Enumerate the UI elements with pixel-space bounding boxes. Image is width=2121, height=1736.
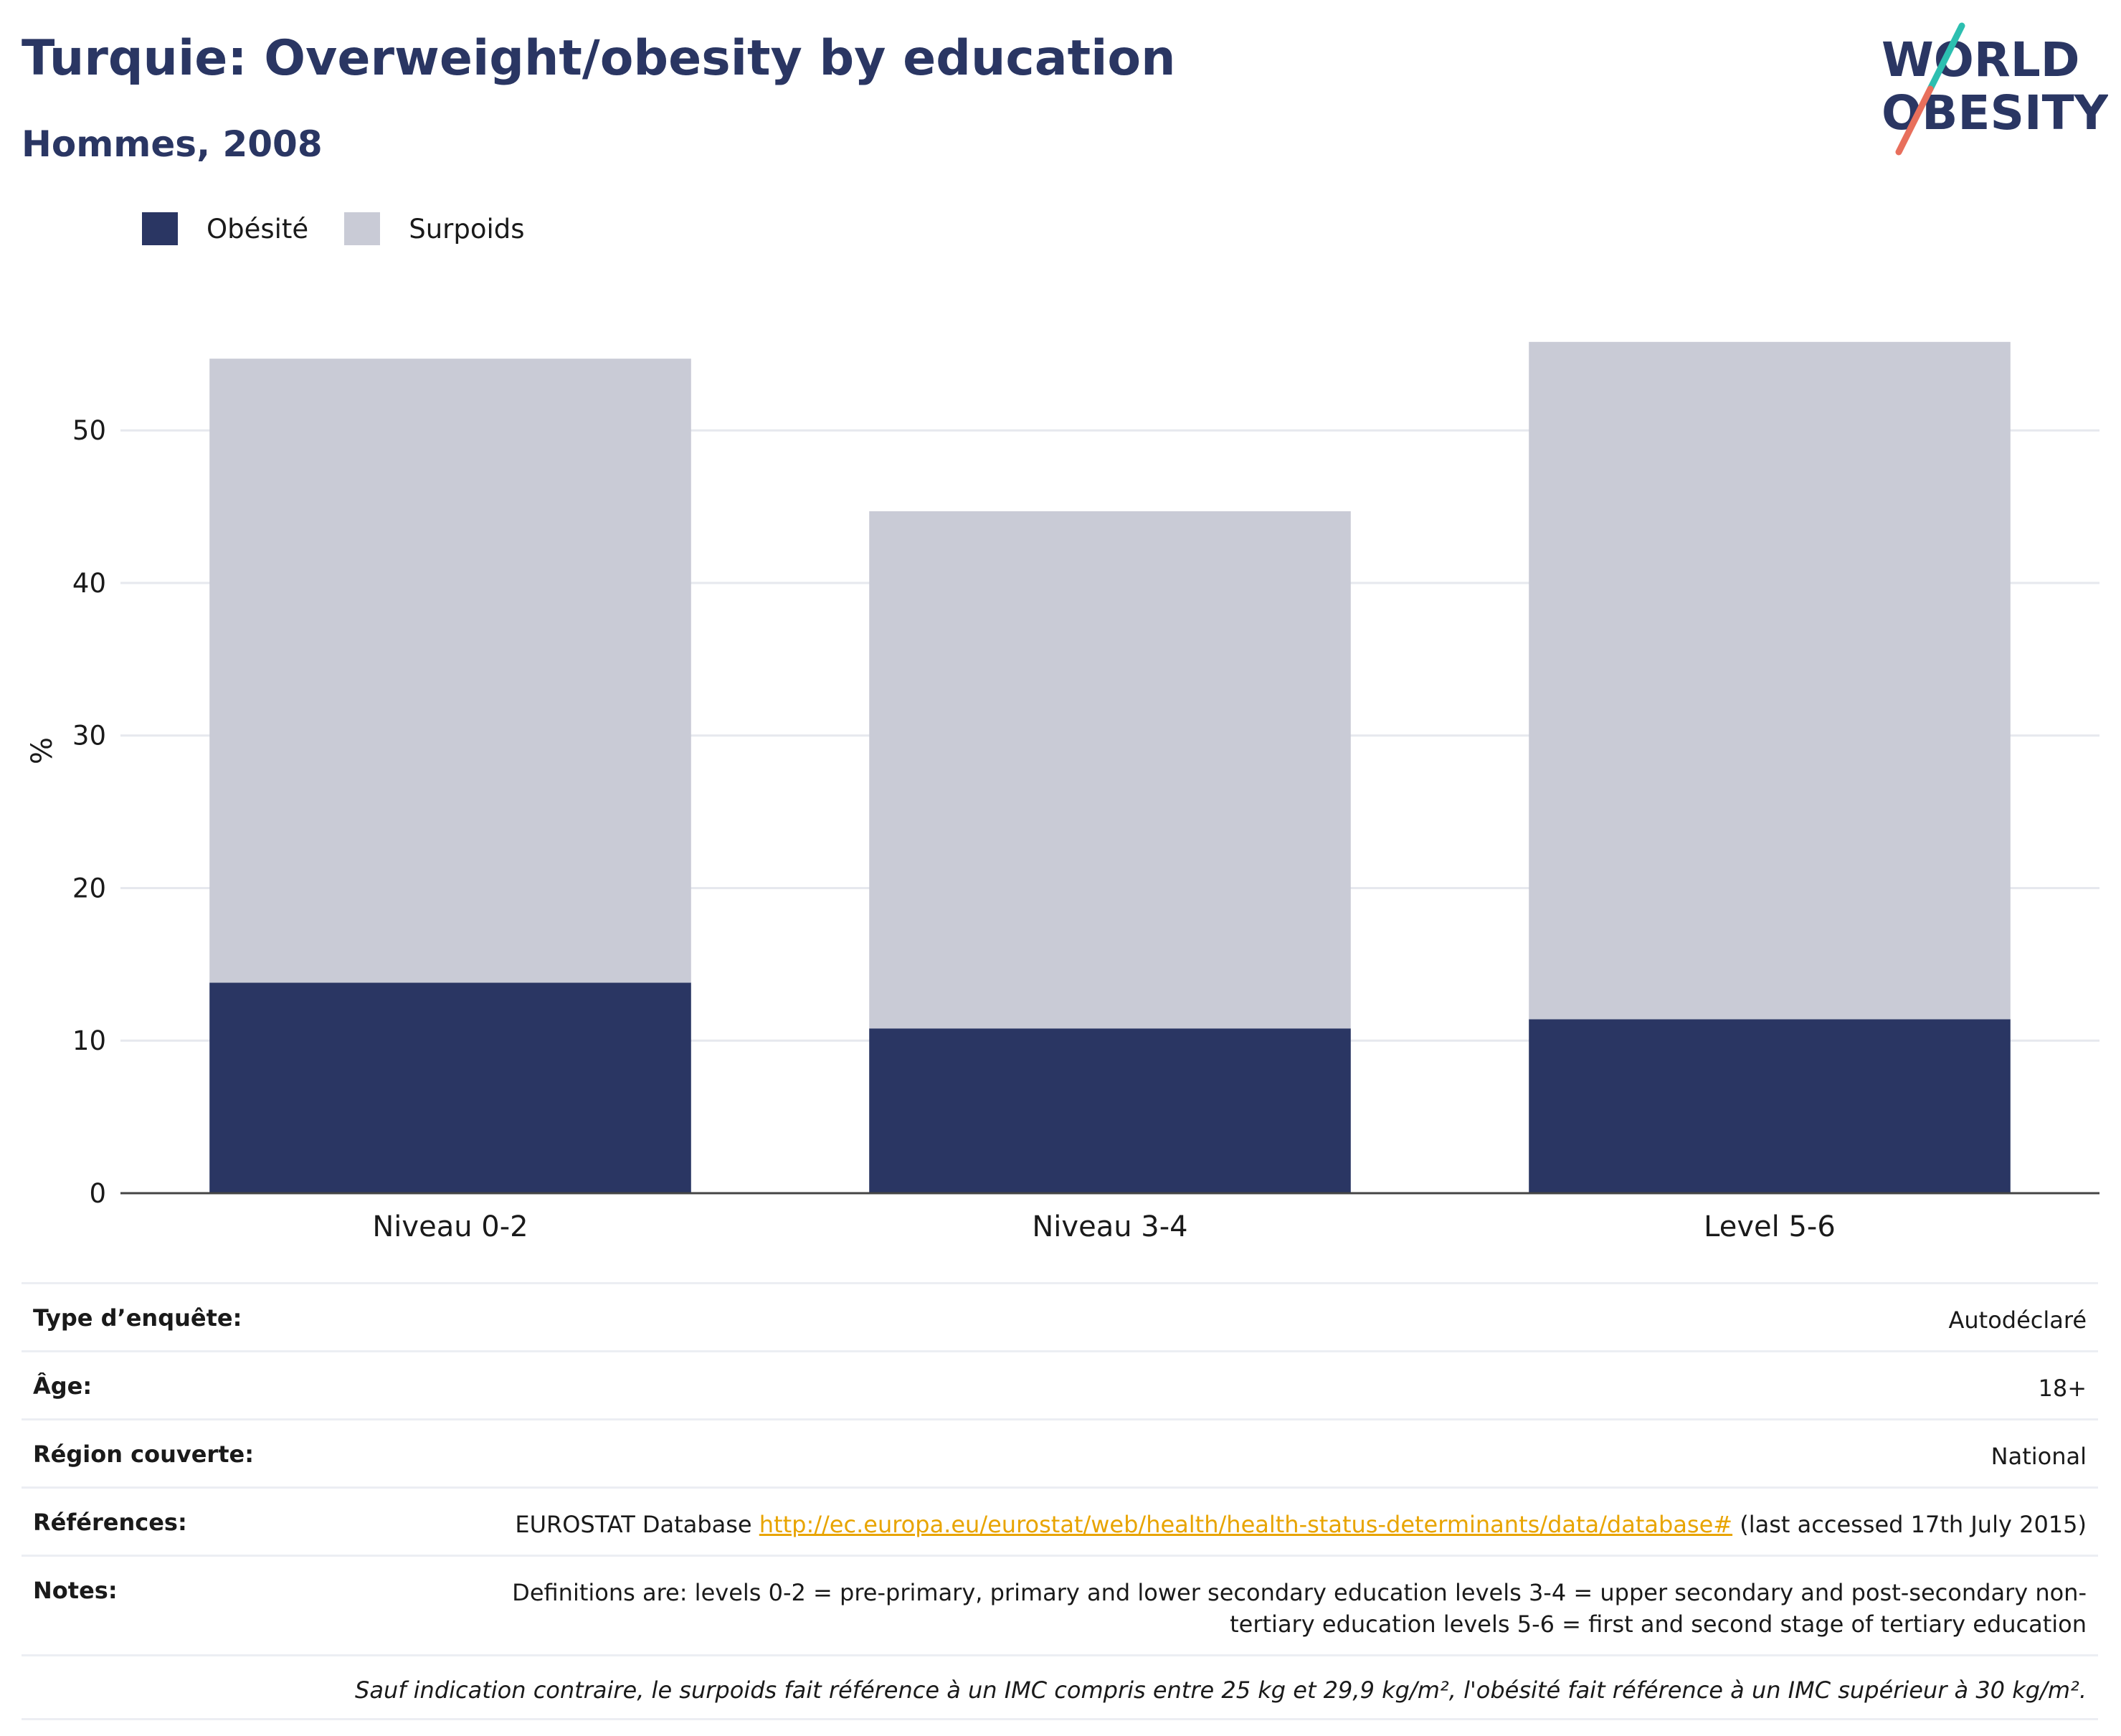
y-tick-label-10: 10 <box>72 1025 106 1056</box>
meta-value-notes: Definitions are: levels 0-2 = pre-primar… <box>512 1579 2087 1638</box>
definition-footnote: Sauf indication contraire, le surpoids f… <box>22 1654 2098 1720</box>
survey-info-table: Type d’enquête: Autodéclaré Âge: 18+ Rég… <box>22 1282 2098 1720</box>
bar-surpoids-level-5-6 <box>1529 341 2011 1020</box>
legend-item-obesity[interactable]: Obésité <box>142 212 308 245</box>
legend-swatch-overweight <box>344 212 381 245</box>
legend-label-obesity: Obésité <box>207 213 309 245</box>
references-link[interactable]: http://ec.europa.eu/eurostat/web/health/… <box>759 1511 1733 1538</box>
meta-row-survey-type: Type d’enquête: Autodéclaré <box>22 1282 2098 1350</box>
meta-label-region: Région couverte: <box>33 1441 254 1468</box>
meta-value-references: EUROSTAT Database http://ec.europa.eu/eu… <box>515 1509 2087 1540</box>
bar-surpoids-niveau-3-4 <box>869 511 1351 1029</box>
meta-label-survey-type: Type d’enquête: <box>33 1304 242 1332</box>
meta-label-notes: Notes: <box>33 1577 118 1604</box>
y-axis-label: % <box>26 737 59 764</box>
stacked-bar-chart: 0 10 20 30 40 50% Niveau 0-2 Niveau 3-4 Level 5-… <box>26 341 2099 1243</box>
meta-row-region: Région couverte: National <box>22 1418 2098 1486</box>
meta-value-survey-type: Autodéclaré <box>1948 1306 2087 1334</box>
y-tick-label-30: 30 <box>72 721 106 751</box>
meta-row-age: Âge: 18+ <box>22 1350 2098 1418</box>
meta-value-region: National <box>1990 1443 2087 1470</box>
y-tick-label-20: 20 <box>72 873 106 903</box>
chart-title: Turquie: Overweight/obesity by education <box>22 30 1176 87</box>
bar-surpoids-niveau-0-2 <box>209 359 691 983</box>
bar-ob-sit-niveau-3-4 <box>869 1028 1351 1193</box>
bar-ob-sit-level-5-6 <box>1529 1019 2011 1193</box>
chart-subtitle: Hommes, 2008 <box>22 123 323 165</box>
legend-label-overweight: Surpoids <box>409 213 525 245</box>
legend-item-overweight[interactable]: Surpoids <box>344 212 525 245</box>
references-suffix: (last accessed 17th July 2015) <box>1732 1511 2087 1538</box>
y-tick-label-50: 50 <box>72 415 106 446</box>
meta-label-references: Références: <box>33 1509 187 1536</box>
x-tick-label-niveau-3-4: Niveau 3-4 <box>1032 1210 1187 1243</box>
meta-row-notes: Notes: Definitions are: levels 0-2 = pre… <box>22 1555 2098 1654</box>
world-obesity-logo: WORLD OBESITY <box>1882 22 2108 156</box>
references-prefix: EUROSTAT Database <box>515 1511 759 1538</box>
meta-label-age: Âge: <box>33 1372 92 1400</box>
meta-row-references: Références: EUROSTAT Database http://ec.… <box>22 1486 2098 1555</box>
bar-ob-sit-niveau-0-2 <box>209 982 691 1193</box>
y-tick-label-0: 0 <box>89 1178 106 1209</box>
y-tick-label-40: 40 <box>72 568 106 599</box>
x-tick-label-level-5-6: Level 5-6 <box>1704 1210 1836 1243</box>
meta-value-age: 18+ <box>2038 1375 2087 1402</box>
chart-legend: Obésité Surpoids <box>142 212 561 245</box>
legend-swatch-obesity <box>142 212 178 245</box>
logo-line1: WORLD <box>1882 32 2080 87</box>
x-tick-label-niveau-0-2: Niveau 0-2 <box>372 1210 528 1243</box>
